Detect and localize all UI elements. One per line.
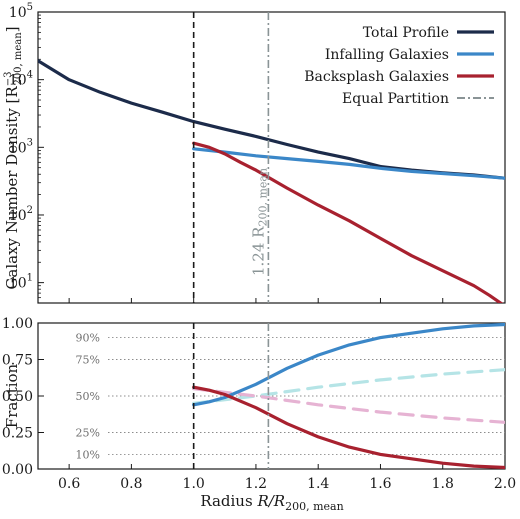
bottom-x-tick-label: 1.6 — [369, 476, 391, 492]
bottom-x-tick-label: 1.2 — [245, 476, 267, 492]
legend-label-equal-partition: Equal Partition — [342, 91, 449, 107]
bottom-x-tick-label: 0.6 — [58, 476, 80, 492]
reference-level-label: 25% — [76, 427, 100, 440]
bottom-y-tick-label: 0.25 — [2, 426, 33, 442]
bottom-x-tick-label: 0.8 — [120, 476, 142, 492]
reference-levels: 90% 75% 50% 25% 10% — [76, 332, 505, 461]
legend: Total Profile Infalling Galaxies Backspl… — [304, 25, 494, 107]
bottom-x-tick-label: 1.8 — [432, 476, 454, 492]
bottom-x-tick-labels: 0.6 0.8 1.0 1.2 1.4 1.6 1.8 2.0 — [58, 476, 516, 492]
bottom-y-tick-label: 0.75 — [2, 353, 33, 369]
top-y-tick-label: 102 — [9, 205, 33, 224]
bottom-y-tick-label: 1.00 — [2, 316, 33, 332]
top-series-line — [192, 147, 505, 180]
bottom-dashed-series-line — [192, 368, 505, 405]
top-tick-marks — [38, 11, 506, 304]
reference-level-label: 90% — [76, 332, 100, 345]
top-y-tick-label: 104 — [9, 70, 33, 89]
top-y-tick-label: 105 — [9, 2, 33, 21]
bottom-y-tick-labels: 0.00 0.25 0.50 0.75 1.00 — [2, 316, 33, 478]
bottom-x-tick-label: 2.0 — [494, 476, 516, 492]
bottom-dashed-series-line — [192, 387, 505, 424]
bottom-y-tick-label: 0.50 — [2, 389, 33, 405]
top-y-axis-label: Galaxy Number Density [R−3200, mean] — [3, 26, 24, 289]
bottom-x-tick-label: 1.4 — [307, 476, 329, 492]
bottom-series-line — [192, 323, 505, 407]
legend-label-infalling: Infalling Galaxies — [325, 47, 449, 63]
top-series-line — [192, 141, 504, 303]
reference-level-label: 50% — [76, 390, 100, 403]
top-y-tick-label: 103 — [9, 137, 33, 156]
legend-label-backsplash: Backsplash Galaxies — [304, 69, 449, 85]
top-panel: 101 102 103 104 105 1.24 R200, mean Total Pr… — [3, 2, 506, 304]
equal-partition-annotation: 1.24 R200, mean — [249, 168, 269, 276]
top-y-tick-label: 101 — [9, 273, 33, 292]
bottom-series-group — [192, 323, 505, 469]
reference-level-label: 75% — [76, 354, 100, 367]
reference-level-label: 10% — [76, 448, 100, 461]
bottom-series-line — [192, 385, 505, 469]
bottom-plot-frame — [37, 322, 506, 470]
top-series-group — [38, 59, 505, 303]
x-axis-label: Radius R/R200, mean — [200, 492, 343, 513]
top-y-tick-labels: 101 102 103 104 105 — [9, 2, 33, 292]
bottom-y-tick-label: 0.00 — [2, 462, 33, 478]
bottom-y-axis-label: Fraction — [3, 363, 21, 428]
bottom-x-tick-label: 1.0 — [183, 476, 205, 492]
legend-label-total: Total Profile — [363, 25, 449, 41]
bottom-panel: 90% 75% 50% 25% 10% 0.00 0.25 0.50 0.75 1.00 0.6… — [2, 316, 516, 513]
